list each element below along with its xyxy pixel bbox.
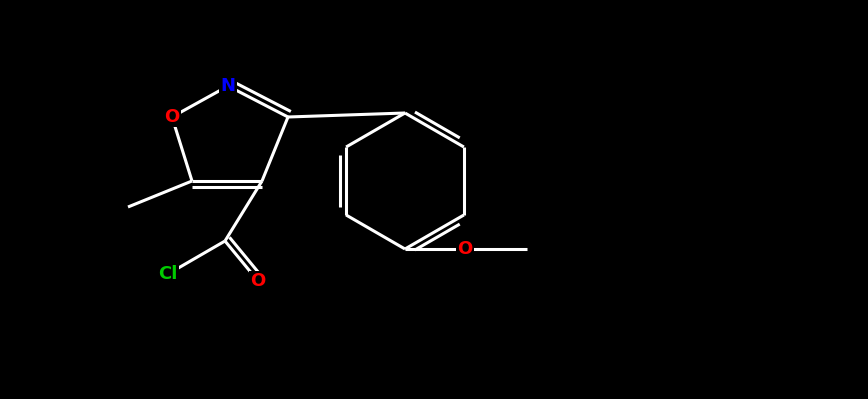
Text: O: O	[164, 108, 180, 126]
Text: O: O	[250, 272, 266, 290]
Text: O: O	[457, 240, 472, 258]
Text: Cl: Cl	[158, 265, 178, 283]
Text: N: N	[220, 77, 235, 95]
